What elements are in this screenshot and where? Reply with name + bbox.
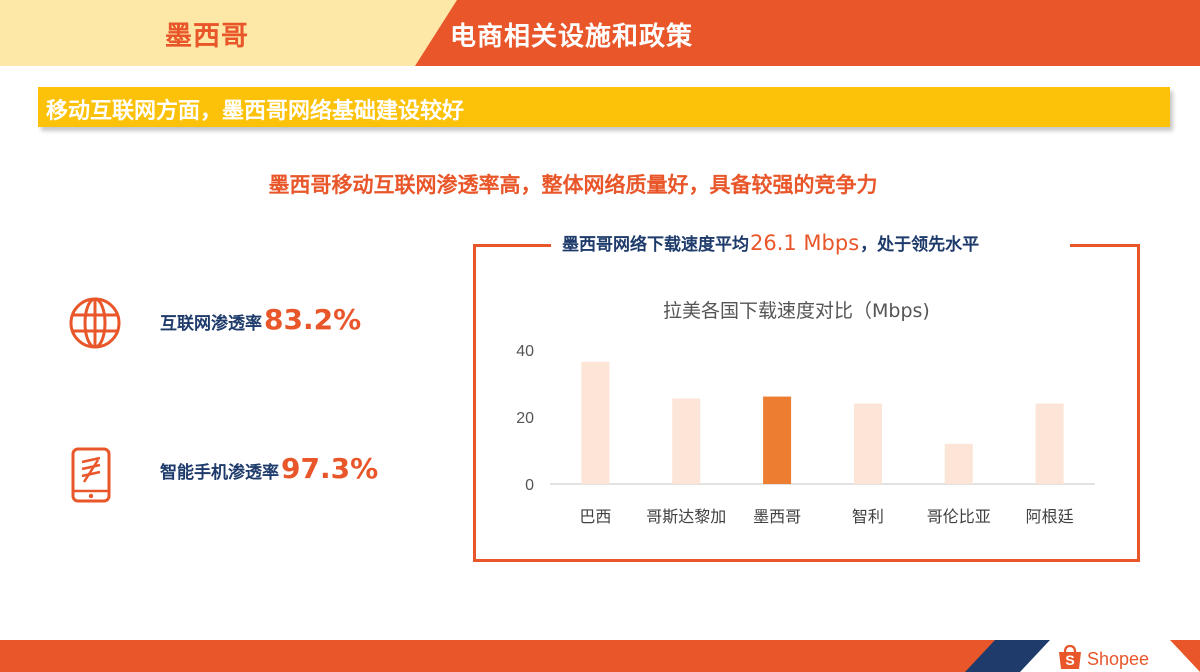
chart-frame [473,244,1140,562]
stat-smartphone-label: 智能手机渗透率 [160,463,279,483]
y-tick-label: 20 [516,410,534,427]
footer-logo-panel [1020,640,1200,672]
svg-text:S: S [1065,652,1074,668]
globe-icon [69,297,121,349]
x-tick-label: 阿根廷 [1026,507,1074,526]
header-title-panel [415,0,1200,66]
bar-3 [853,403,882,484]
bar-chart: 0 20 40 巴西 哥斯达黎加 墨西哥 智利 哥伦比亚 阿根廷 [516,343,1095,526]
bar-5 [1035,403,1064,484]
stat-smartphone-value: 97.3% [281,452,379,485]
shopee-logo-text: Shopee [1087,649,1150,669]
banner-text: 移动互联网方面，墨西哥网络基础建设较好 [46,99,465,124]
chart-heading-suffix: ，处于领先水平 [860,235,980,255]
stat-smartphone: 智能手机渗透率 97.3% [160,452,378,485]
y-tick-label: 40 [516,343,534,360]
chart-title: 拉美各国下载速度对比（Mbps) [663,300,930,322]
bar-1 [672,398,701,484]
stat-internet: 互联网渗透率 83.2% [160,303,361,336]
x-tick-label: 哥斯达黎加 [646,507,726,526]
x-tick-label: 巴西 [579,507,611,526]
x-tick-label: 哥伦比亚 [927,507,991,526]
stat-internet-label: 互联网渗透率 [160,314,262,334]
section-banner: 移动互联网方面，墨西哥网络基础建设较好 [38,87,1170,127]
bar-2 [763,396,792,484]
x-tick-label: 智利 [852,507,884,526]
bar-0 [581,361,610,484]
chart-heading-prefix: 墨西哥网络下载速度平均 [562,235,749,255]
header-title: 电商相关设施和政策 [450,22,694,52]
chart-frame-top-right [1070,244,1140,247]
stat-internet-value: 83.2% [264,303,362,336]
chart-heading: 墨西哥网络下载速度平均 26.1 Mbps ，处于领先水平 [562,230,979,255]
bar-4 [944,443,973,484]
header-country-panel [0,0,460,66]
y-tick-label: 0 [525,477,534,494]
subtitle: 墨西哥移动互联网渗透率高，整体网络质量好，具备较强的竞争力 [268,173,878,197]
shopee-bag-icon: S [1059,644,1081,669]
smartphone-icon [71,447,111,503]
chart-heading-value: 26.1 Mbps [750,231,860,255]
chart-frame-top-left [473,244,551,247]
x-tick-label: 墨西哥 [753,507,801,526]
header-country: 墨西哥 [165,21,249,52]
